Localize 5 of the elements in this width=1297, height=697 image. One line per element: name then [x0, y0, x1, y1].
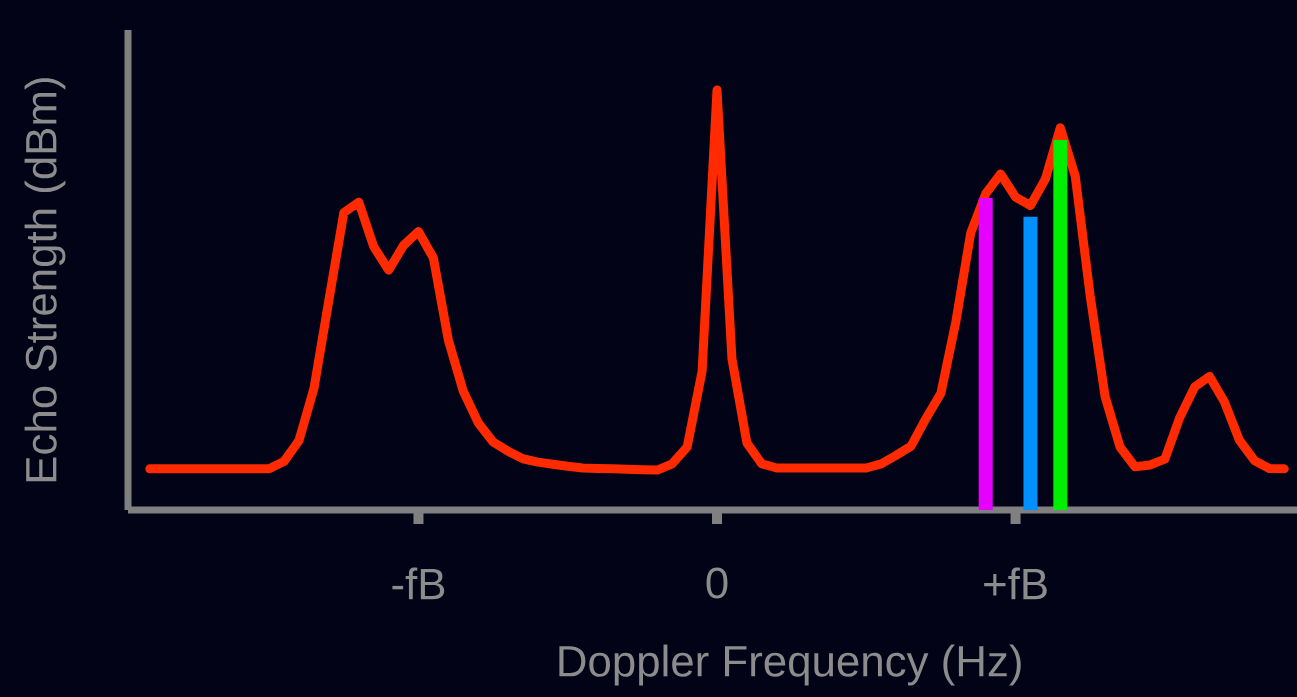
x-tick-label: -fB [392, 567, 445, 600]
x-axis-title: Doppler Frequency (Hz) [559, 644, 1021, 686]
x-tick-label: +fB [984, 567, 1047, 600]
x-tick-label: 0 [706, 567, 728, 599]
y-axis-title: Echo Strength (dBm) [24, 78, 66, 482]
